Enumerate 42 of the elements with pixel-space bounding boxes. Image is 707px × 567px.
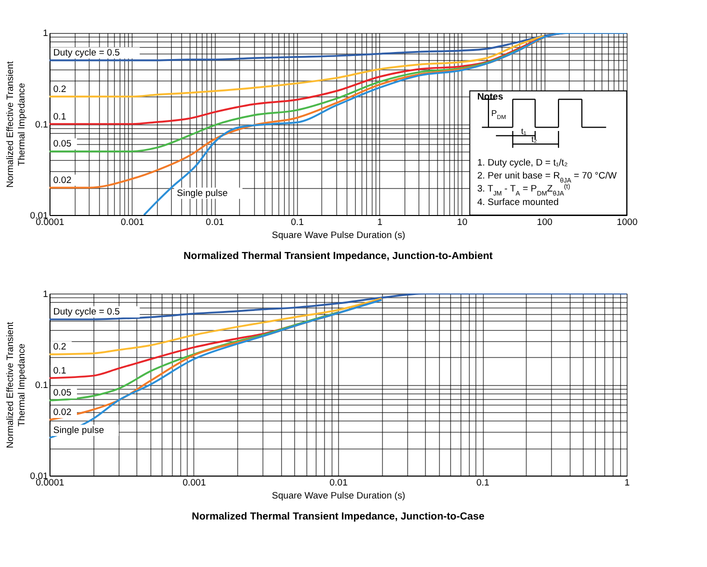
x-axis-title: Square Wave Pulse Duration (s) [272,490,406,501]
series-label: 0.2 [53,84,66,94]
annotation: Notes [477,91,504,102]
annotation: t₁ [521,126,526,136]
x-tick-label: 1 [624,477,630,488]
x-tick-label: 1 [377,216,382,227]
y-axis-title: Normalized Effective Transient Thermal Impedance [5,321,26,448]
x-tick-label: 0.001 [120,216,144,227]
series-label: Duty cycle = 0.5 [53,306,120,317]
y-tick-label: 0.1 [35,380,48,390]
series-label: 0.02 [53,174,72,185]
series-label: Single pulse [176,188,228,198]
text: Normalized Thermal Transient Impedance, Junction-to-Ambient [184,250,494,262]
x-tick-label: 100 [536,216,552,227]
x-tick-label: 10 [457,216,468,227]
series-label: 0.1 [53,365,66,376]
annotation: 4. Surface mounted [477,196,559,207]
x-tick-label: 0.1 [290,216,304,227]
y-tick-label: 0.1 [35,119,48,130]
y-tick-label: 0.01 [30,470,48,481]
x-tick-label: 0.01 [206,216,224,227]
y-tick-label: 0.01 [30,210,48,220]
series-label: Single pulse [53,425,104,436]
x-tick-label: 1000 [616,216,638,227]
x-tick-label: 0.001 [182,477,206,488]
annotation: 1. Duty cycle, D = t₁/t₂ [477,158,568,168]
series-label: 0.02 [53,407,72,418]
annotation: 2. Per unit base = R$_{θJA}$ = 70 °C/W [477,170,617,184]
x-tick-label: 0.01 [329,477,348,488]
annotation: t₂ [531,134,538,144]
series-label: 0.2 [53,342,66,352]
y-tick-label: 1 [42,288,48,299]
y-axis-title: Normalized Effective Transient Thermal Impedance [5,60,26,188]
x-axis-title: Square Wave Pulse Duration (s) [272,230,406,240]
y-tick-label: 1 [42,28,48,38]
series-label: Duty cycle = 0.5 [53,48,120,58]
text: Normalized Thermal Transient Impedance, Junction-to-Case [192,512,485,523]
series-label: 0.1 [53,111,66,122]
series-label: 0.05 [53,138,72,149]
series-label: 0.05 [53,388,72,398]
annotation: P$_{DM}$ [491,108,506,122]
x-tick-label: 0.1 [476,477,490,488]
